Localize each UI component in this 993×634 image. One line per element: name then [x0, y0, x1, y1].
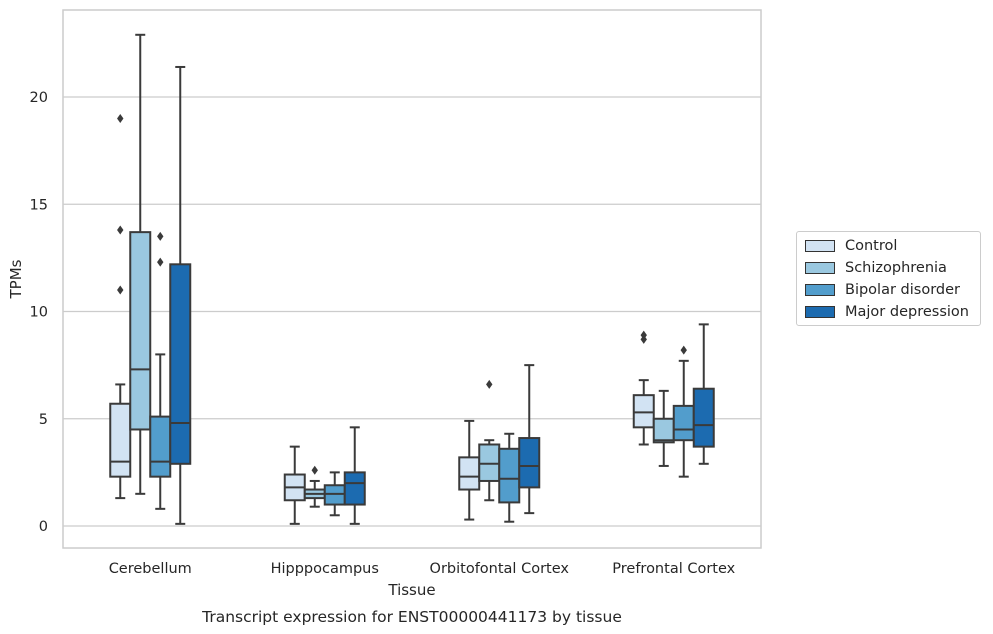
series-schizophrenia: [129, 33, 675, 508]
x-tick-labels: Cerebellum Hipppocampus Orbitofontal Corte…: [109, 561, 736, 577]
legend: Control Schizophrenia Bipolar disorder M…: [796, 231, 981, 326]
legend-swatch-bipolar-disorder: [805, 284, 835, 296]
iqr-box: [478, 443, 501, 482]
box: [458, 419, 481, 521]
box: [303, 465, 326, 508]
box: [632, 330, 655, 446]
y-tick-label: 0: [39, 519, 48, 535]
outlier-point: [157, 257, 164, 267]
x-tick-label: Cerebellum: [109, 561, 192, 577]
box: [343, 426, 366, 525]
x-axis-label: Tissue: [387, 581, 435, 599]
y-axis-label: TPMs: [7, 259, 25, 299]
outlier-point: [640, 330, 647, 340]
box: [283, 445, 306, 525]
box: [323, 471, 346, 517]
iqr-box: [498, 447, 521, 504]
iqr-box: [149, 415, 172, 478]
box: [672, 345, 695, 478]
iqr-box: [672, 404, 695, 442]
legend-item-schizophrenia: Schizophrenia: [805, 258, 947, 278]
legend-item-major-depression: Major depression: [805, 302, 969, 322]
box: [478, 379, 501, 502]
iqr-box: [458, 456, 481, 491]
y-tick-label: 20: [30, 90, 48, 106]
outlier-point: [311, 465, 318, 475]
legend-swatch-control: [805, 240, 835, 252]
y-tick-label: 5: [39, 412, 48, 428]
outlier-point: [117, 285, 124, 295]
box: [692, 323, 715, 465]
iqr-box: [652, 417, 675, 444]
legend-swatch-major-depression: [805, 306, 835, 318]
outlier-point: [117, 113, 124, 123]
y-tick-label: 15: [30, 197, 48, 213]
x-tick-label: Hipppocampus: [271, 561, 379, 577]
box: [518, 364, 541, 515]
legend-item-control: Control: [805, 236, 897, 256]
outlier-point: [680, 345, 687, 355]
iqr-box: [323, 484, 346, 506]
legend-label-bipolar-disorder: Bipolar disorder: [845, 282, 960, 298]
box: [498, 432, 521, 523]
box: [169, 65, 192, 525]
box: [129, 33, 152, 495]
outlier-point: [486, 379, 493, 389]
outlier-point: [157, 231, 164, 241]
iqr-box: [109, 402, 132, 478]
box: [109, 113, 132, 500]
legend-label-major-depression: Major depression: [845, 304, 969, 320]
y-tick-label: 10: [30, 305, 48, 321]
box: [652, 389, 675, 467]
outlier-point: [117, 225, 124, 235]
iqr-box: [169, 263, 192, 465]
iqr-box: [343, 471, 366, 506]
box-series: [109, 33, 715, 525]
series-bipolar-disorder: [149, 231, 695, 523]
series-control: [109, 113, 655, 525]
legend-item-bipolar-disorder: Bipolar disorder: [805, 280, 960, 300]
iqr-box: [518, 437, 541, 489]
plot-frame: [62, 9, 762, 549]
iqr-box: [632, 394, 655, 429]
x-tick-label: Prefrontal Cortex: [612, 561, 735, 577]
chart-title: Transcript expression for ENST0000044117…: [201, 608, 622, 626]
series-major-depression: [169, 65, 715, 525]
iqr-box: [692, 387, 715, 448]
legend-swatch-schizophrenia: [805, 262, 835, 274]
legend-label-control: Control: [845, 238, 898, 254]
box: [149, 231, 172, 510]
iqr-box: [129, 231, 152, 431]
legend-label-schizophrenia: Schizophrenia: [845, 260, 947, 276]
y-tick-labels: 0 5 10 15 20: [30, 90, 48, 535]
x-tick-label: Orbitofontal Cortex: [430, 561, 570, 577]
